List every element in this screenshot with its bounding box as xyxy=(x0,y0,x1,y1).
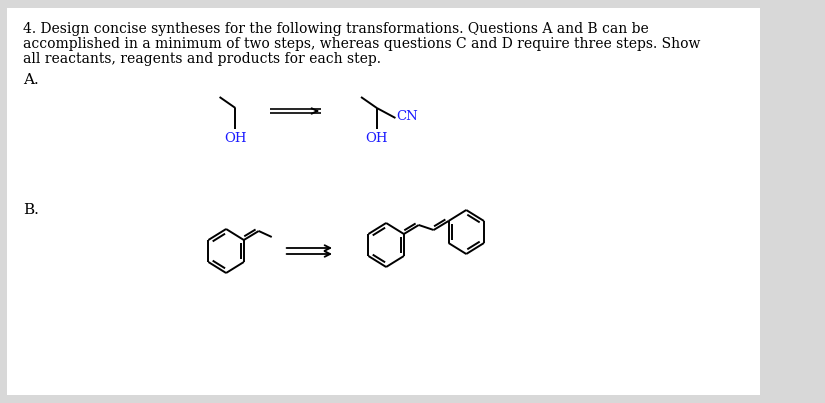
Text: 4. Design concise syntheses for the following transformations. Questions A and B: 4. Design concise syntheses for the foll… xyxy=(23,22,649,36)
Text: A.: A. xyxy=(23,73,39,87)
Text: OH: OH xyxy=(365,132,388,145)
FancyBboxPatch shape xyxy=(7,8,760,395)
Text: accomplished in a minimum of two steps, whereas questions C and D require three : accomplished in a minimum of two steps, … xyxy=(23,37,700,51)
Text: CN: CN xyxy=(396,110,418,123)
Text: B.: B. xyxy=(23,203,39,217)
Text: OH: OH xyxy=(224,132,247,145)
Text: all reactants, reagents and products for each step.: all reactants, reagents and products for… xyxy=(23,52,381,66)
